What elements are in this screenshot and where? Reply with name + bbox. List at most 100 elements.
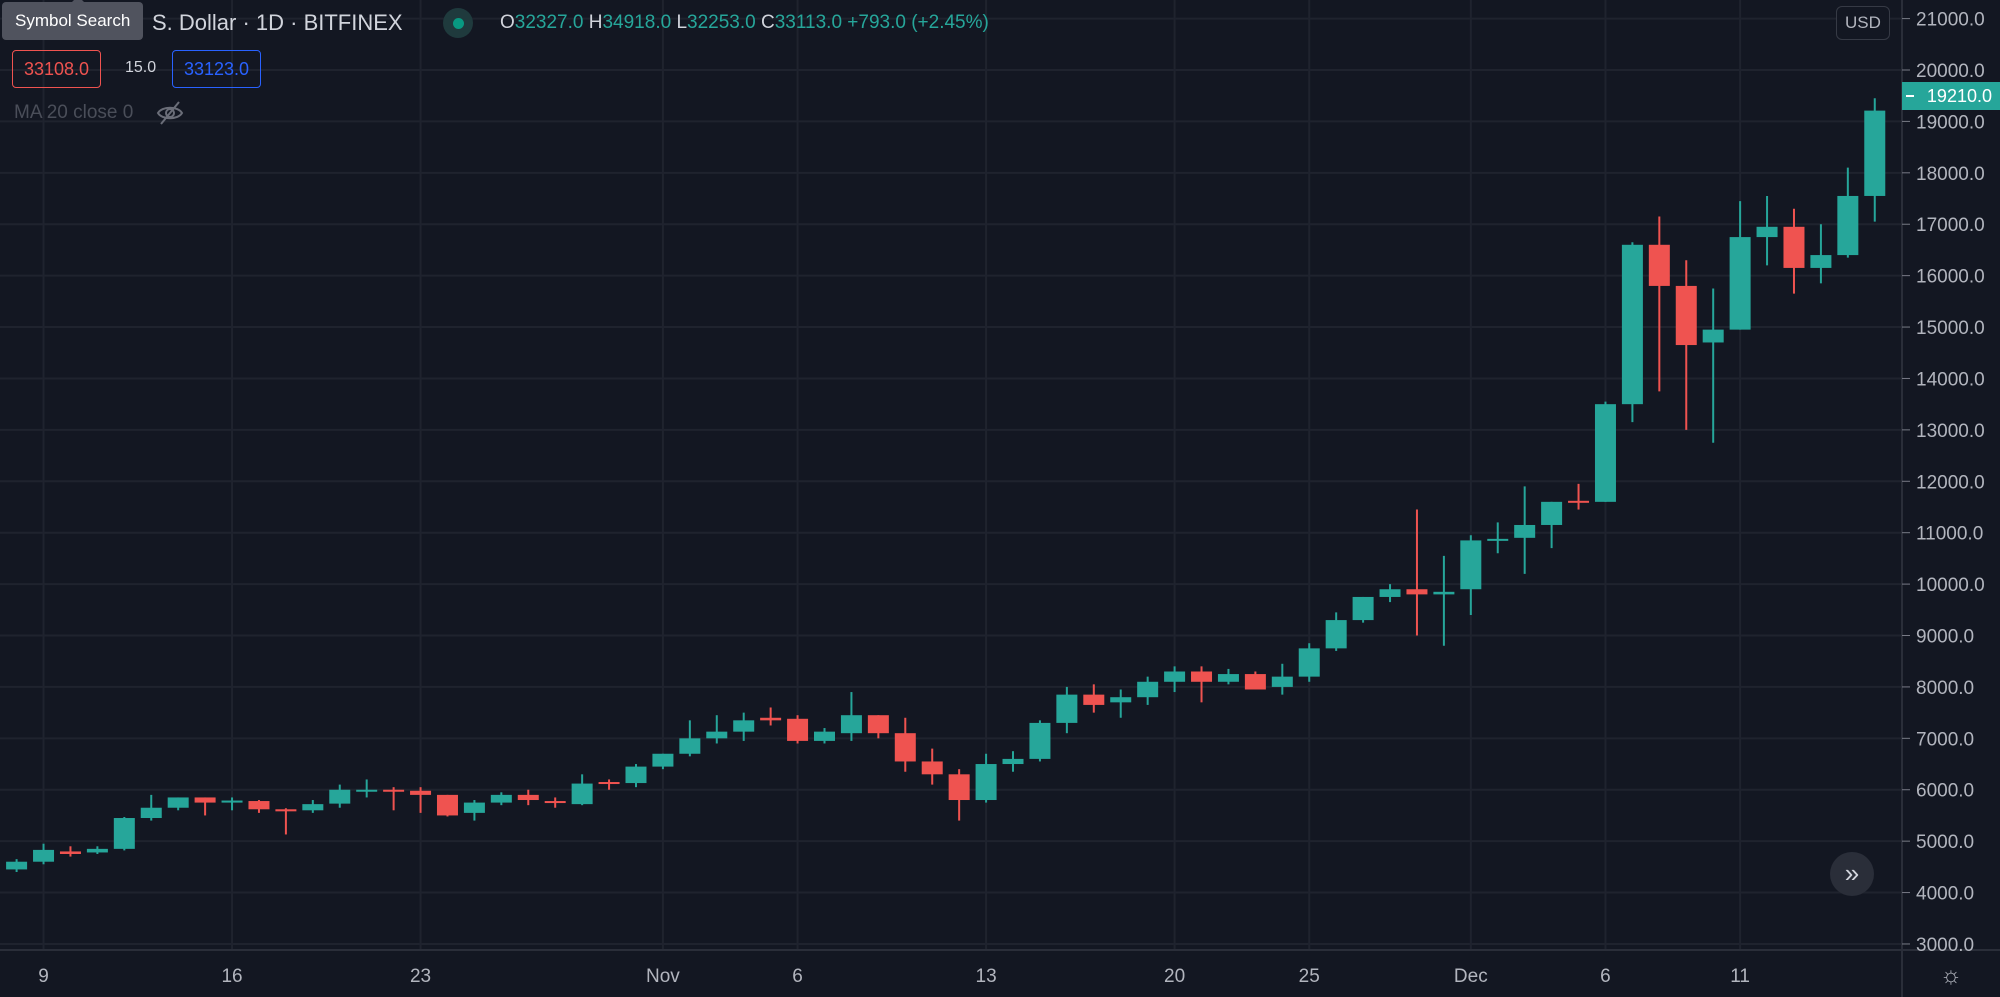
buy-price-button[interactable]: 33123.0	[172, 50, 262, 88]
candle	[1298, 643, 1320, 682]
x-tick-label: 6	[792, 966, 803, 987]
candle	[894, 717, 916, 772]
open-value: 32327.0	[514, 12, 584, 33]
candle-body	[490, 794, 512, 803]
candle-body	[1056, 694, 1078, 723]
candle	[1406, 509, 1428, 636]
symbol-title[interactable]: S. Dollar · 1D · BITFINEX	[152, 10, 403, 35]
price-axis[interactable]: 3000.0 4000.0 5000.0 6000.0 7000.0 8000.0 9000…	[1902, 10, 1985, 956]
candle	[517, 789, 539, 806]
candle	[1594, 401, 1616, 502]
y-tick-label: 13000.0	[1916, 421, 1985, 442]
candle-body	[33, 849, 55, 862]
candle-body	[1487, 538, 1509, 541]
candle-body	[194, 797, 216, 803]
y-tick-label: 18000.0	[1916, 164, 1985, 185]
time-axis[interactable]: 9 16 23 Nov 6 13 20 25 Dec 6 11	[38, 966, 1750, 987]
x-tick-label: Dec	[1454, 966, 1488, 987]
candle	[302, 800, 324, 813]
candle	[383, 787, 405, 811]
candle	[410, 787, 432, 813]
candle-body	[894, 733, 916, 762]
candle	[1244, 671, 1266, 690]
y-tick-label: 12000.0	[1916, 472, 1985, 493]
candle	[113, 816, 135, 851]
candle	[1379, 584, 1401, 603]
y-tick-label: 5000.0	[1916, 832, 1974, 853]
currency-button[interactable]: USD	[1836, 6, 1890, 40]
settings-sun-icon[interactable]: ☼	[1940, 962, 1962, 989]
candle-body	[921, 761, 943, 775]
hidden-eye-icon[interactable]	[155, 100, 185, 126]
high-label: H	[588, 12, 603, 33]
candle-body	[1325, 620, 1347, 649]
candle-body	[1756, 226, 1778, 238]
y-tick-label: 19000.0	[1916, 112, 1985, 133]
market-status-icon[interactable]	[443, 8, 473, 38]
candle-body	[867, 715, 889, 734]
candle-body	[975, 764, 997, 801]
y-tick-label: 15000.0	[1916, 318, 1985, 339]
y-tick-label: 20000.0	[1916, 61, 1985, 82]
candle	[625, 764, 647, 788]
candle-body	[275, 809, 297, 812]
candle	[1110, 689, 1132, 718]
candle	[1837, 167, 1859, 258]
candle-body	[1594, 404, 1616, 502]
candle	[1137, 676, 1159, 705]
candle	[867, 715, 889, 739]
candle	[1433, 555, 1455, 646]
candle-body	[1191, 671, 1213, 682]
candle	[1783, 208, 1805, 294]
candle-body	[1379, 589, 1401, 597]
candle-body	[383, 789, 405, 792]
x-tick-label: 6	[1600, 966, 1611, 987]
candle-body	[1029, 722, 1051, 759]
ma-indicator-label[interactable]: MA 20 close 0	[14, 102, 134, 123]
candle	[1164, 666, 1186, 693]
candle-body	[1352, 596, 1374, 621]
candle	[140, 794, 162, 821]
candle-body	[1110, 697, 1132, 703]
y-tick-label: 17000.0	[1916, 215, 1985, 236]
high-value: 34918.0	[602, 12, 672, 33]
candle-body	[814, 731, 835, 741]
candle	[275, 808, 297, 835]
symbol-search-tooltip: Symbol Search	[2, 0, 144, 40]
x-tick-label: Nov	[646, 966, 680, 987]
candle	[463, 800, 485, 821]
candle	[1217, 668, 1239, 685]
candle-body	[1837, 195, 1859, 256]
y-tick-label: 9000.0	[1916, 627, 1974, 648]
y-tick-label: 8000.0	[1916, 678, 1974, 699]
candle-body	[1406, 589, 1428, 595]
candle-body	[1729, 237, 1751, 330]
last-price-label: 19210.0	[1902, 82, 2000, 110]
close-value: 33113.0	[774, 12, 843, 33]
candle-body	[948, 774, 970, 801]
x-tick-label: 20	[1164, 966, 1185, 987]
candle	[948, 769, 970, 821]
candle	[167, 797, 189, 811]
candle-body	[1783, 226, 1805, 268]
candle-body	[1568, 500, 1590, 503]
y-tick-label: 10000.0	[1916, 575, 1985, 596]
y-tick-label: 11000.0	[1916, 524, 1983, 545]
candle	[814, 728, 835, 744]
candle	[1675, 260, 1697, 430]
candle-body	[598, 782, 620, 785]
candle	[1810, 224, 1832, 284]
candle	[1756, 195, 1778, 266]
y-tick-label: 16000.0	[1916, 267, 1985, 288]
candle-body	[1541, 501, 1563, 525]
candle	[1056, 686, 1078, 734]
candle	[33, 843, 55, 865]
candle-body	[706, 731, 728, 739]
y-tick-label: 3000.0	[1916, 935, 1974, 956]
sell-price-button[interactable]: 33108.0	[12, 50, 102, 88]
y-tick-label: 6000.0	[1916, 781, 1974, 802]
candle-body	[1137, 681, 1159, 698]
scroll-to-realtime-button[interactable]: »	[1830, 852, 1874, 896]
candle-body	[840, 715, 862, 734]
